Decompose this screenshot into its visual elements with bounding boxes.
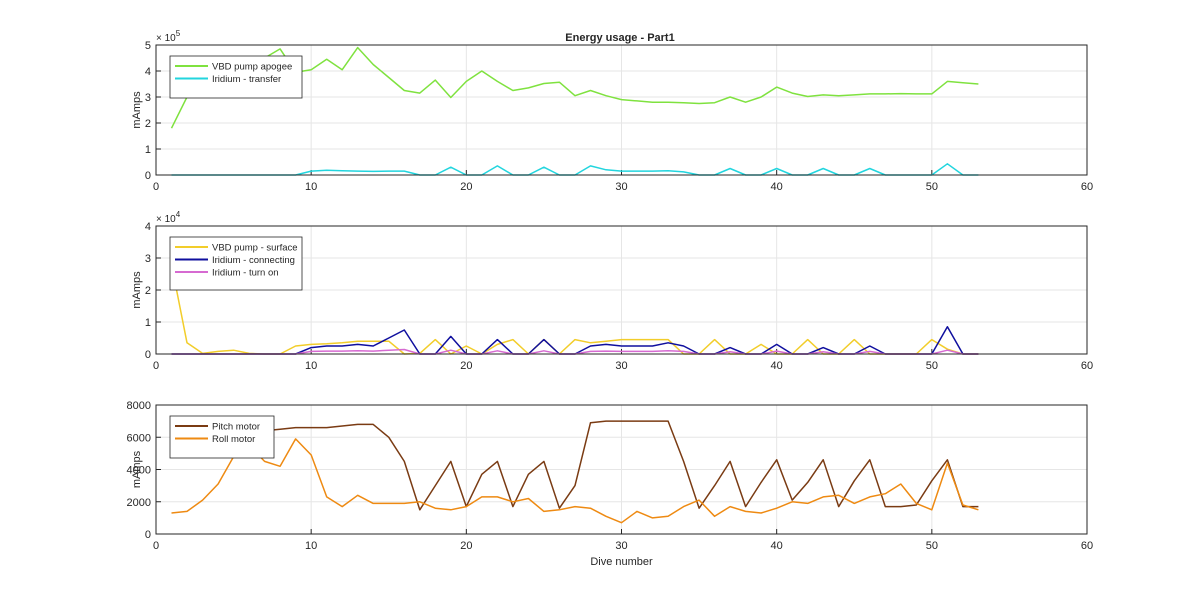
y-exponent-label: × 105 bbox=[156, 29, 181, 44]
series-line-2 bbox=[171, 438, 979, 524]
x-tick-label: 30 bbox=[615, 540, 627, 552]
legend-label: VBD pump apogee bbox=[212, 62, 292, 73]
legend-label: Iridium - transfer bbox=[212, 74, 281, 85]
axes-3: 0 10 20 30 40 50 60 0 2000 4000 6000 8000 mAmps Dive … bbox=[127, 400, 1094, 568]
axes-box bbox=[155, 404, 1088, 535]
legend-box bbox=[169, 415, 275, 459]
y-exponent-power: 4 bbox=[176, 210, 181, 219]
legend-box bbox=[169, 55, 303, 99]
legend-box bbox=[169, 236, 303, 291]
x-tick-label: 50 bbox=[926, 181, 938, 193]
y-tick-label: 6000 bbox=[127, 432, 151, 444]
series-line-1 bbox=[170, 46, 979, 129]
legend-label: Roll motor bbox=[212, 434, 255, 445]
y-exponent-base: × 10 bbox=[156, 214, 176, 225]
y-axis-label: mAmps bbox=[131, 91, 143, 129]
x-tick-label: 60 bbox=[1081, 181, 1093, 193]
x-tick-label: 50 bbox=[926, 540, 938, 552]
x-tick-label: 20 bbox=[460, 360, 472, 372]
y-tick-label: 1 bbox=[145, 144, 151, 156]
x-tick-label: 50 bbox=[926, 360, 938, 372]
legend-label: Iridium - connecting bbox=[212, 255, 295, 266]
y-tick-label: 1 bbox=[145, 317, 151, 329]
x-tick-label: 0 bbox=[153, 181, 159, 193]
x-tick-label: 30 bbox=[615, 181, 627, 193]
x-tick-label: 10 bbox=[305, 540, 317, 552]
x-tick-label: 20 bbox=[460, 540, 472, 552]
y-tick-label: 0 bbox=[145, 170, 151, 182]
y-tick-label: 3 bbox=[145, 92, 151, 104]
x-tick-label: 30 bbox=[615, 360, 627, 372]
x-tick-label: 10 bbox=[305, 181, 317, 193]
x-tick-label: 0 bbox=[153, 540, 159, 552]
y-tick-label: 3 bbox=[145, 253, 151, 265]
x-tick-label: 40 bbox=[771, 360, 783, 372]
x-axis-label: Dive number bbox=[590, 556, 653, 568]
y-tick-label: 4000 bbox=[127, 465, 151, 477]
y-tick-label: 2 bbox=[145, 285, 151, 297]
series-group bbox=[171, 420, 979, 524]
y-tick-label: 5 bbox=[145, 40, 151, 52]
y-tick-label: 2 bbox=[145, 118, 151, 130]
series-line-1 bbox=[170, 264, 979, 355]
x-tick-label: 10 bbox=[305, 360, 317, 372]
x-tick-label: 40 bbox=[771, 181, 783, 193]
legend-label: Iridium - turn on bbox=[212, 268, 279, 279]
y-tick-label: 8000 bbox=[127, 400, 151, 412]
y-tick-label: 4 bbox=[145, 221, 151, 233]
y-axis-label: mAmps bbox=[131, 271, 143, 309]
y-tick-label: 0 bbox=[145, 529, 151, 541]
y-tick-label: 2000 bbox=[127, 497, 151, 509]
y-tick-label: 4 bbox=[145, 66, 151, 78]
x-tick-label: 60 bbox=[1081, 540, 1093, 552]
y-exponent-label: × 104 bbox=[156, 210, 181, 225]
y-exponent-base: × 10 bbox=[156, 33, 176, 44]
legend-label: VBD pump - surface bbox=[212, 243, 298, 254]
y-exponent-power: 5 bbox=[176, 29, 181, 38]
x-tick-label: 0 bbox=[153, 360, 159, 372]
x-tick-label: 40 bbox=[771, 540, 783, 552]
figure-title: Energy usage - Part1 bbox=[565, 32, 674, 44]
axes-box bbox=[155, 225, 1088, 355]
axes-box bbox=[155, 44, 1088, 176]
legend-label: Pitch motor bbox=[212, 422, 260, 433]
y-tick-label: 0 bbox=[145, 349, 151, 361]
y-axis-label: mAmps bbox=[131, 450, 143, 488]
x-tick-label: 60 bbox=[1081, 360, 1093, 372]
x-tick-label: 20 bbox=[460, 181, 472, 193]
